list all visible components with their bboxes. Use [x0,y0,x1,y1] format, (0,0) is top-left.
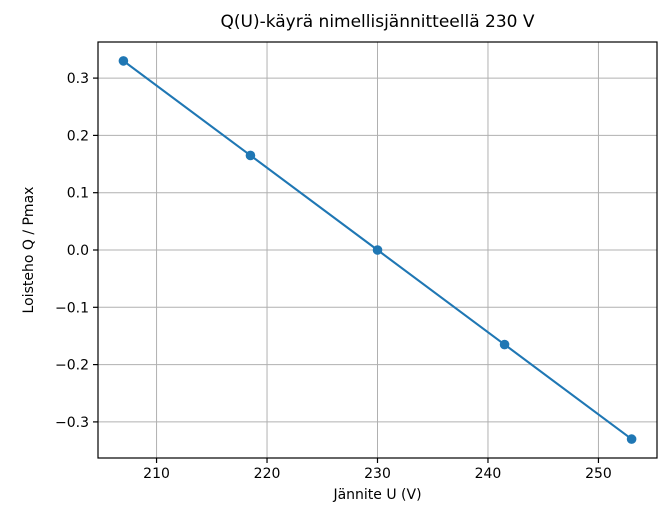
data-point [626,434,637,444]
data-point [245,150,256,161]
y-tick-label: 0.0 [67,243,89,259]
y-tick-label: −0.1 [55,300,89,316]
x-tick-label: 220 [254,466,281,482]
y-tick-label: −0.2 [55,358,89,374]
y-tick-label: −0.3 [55,415,89,431]
y-tick-label: 0.3 [67,71,89,87]
x-axis-label: Jännite U (V) [333,487,422,503]
data-point [499,339,510,350]
y-tick-label: 0.2 [67,128,89,144]
x-tick-label: 240 [475,466,502,482]
data-point [372,245,383,255]
x-tick-label: 210 [143,466,170,482]
y-tick-label: 0.1 [67,186,89,202]
x-tick-label: 250 [585,466,612,482]
chart-title: Q(U)-käyrä nimellisjännitteellä 230 V [220,12,535,32]
x-tick-label: 230 [364,466,391,482]
data-point [118,56,129,66]
